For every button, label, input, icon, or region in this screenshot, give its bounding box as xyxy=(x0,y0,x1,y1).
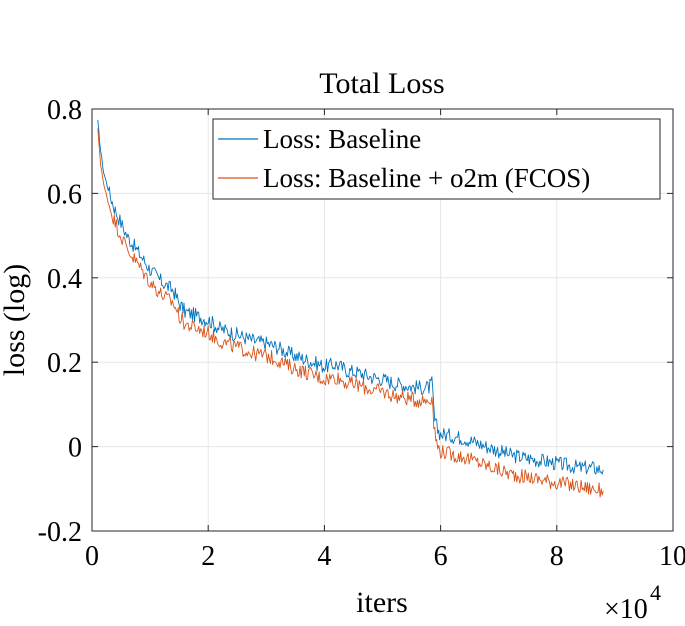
legend-box xyxy=(212,118,661,200)
y-tick-label: 0.4 xyxy=(47,264,82,295)
y-tick-label: 0 xyxy=(68,433,82,464)
series-layer xyxy=(97,120,604,498)
series-line-0 xyxy=(97,120,604,475)
ticks: 0 2 4 6 8 10-0.200.20.40.60.8 xyxy=(38,95,685,572)
legend: Loss: Baseline Loss: Baseline + o2m (FCO… xyxy=(212,118,661,200)
x-axis-label: iters xyxy=(356,586,408,619)
legend-label-o2m: Loss: Baseline + o2m (FCOS) xyxy=(263,163,590,193)
plot-frame xyxy=(91,108,674,532)
x-tick-label: 0 xyxy=(85,541,99,572)
y-tick-label: -0.2 xyxy=(38,517,82,548)
x-tick-label: 6 xyxy=(434,541,448,572)
y-tick-label: 0.2 xyxy=(47,348,82,379)
x-multiplier-base: ×10 xyxy=(604,594,648,625)
series-line-1 xyxy=(97,128,604,498)
y-axis-label: loss (log) xyxy=(0,264,31,377)
y-tick-label: 0.8 xyxy=(47,95,82,126)
x-tick-label: 4 xyxy=(317,541,331,572)
x-tick-label: 10 xyxy=(659,541,685,572)
x-multiplier: ×10 4 xyxy=(604,580,661,625)
y-tick-label: 0.6 xyxy=(47,179,82,210)
chart-title: Total Loss xyxy=(319,67,444,100)
x-multiplier-exponent: 4 xyxy=(650,580,661,605)
x-tick-label: 8 xyxy=(550,541,564,572)
legend-label-baseline: Loss: Baseline xyxy=(263,124,421,154)
x-tick-label: 2 xyxy=(201,541,215,572)
